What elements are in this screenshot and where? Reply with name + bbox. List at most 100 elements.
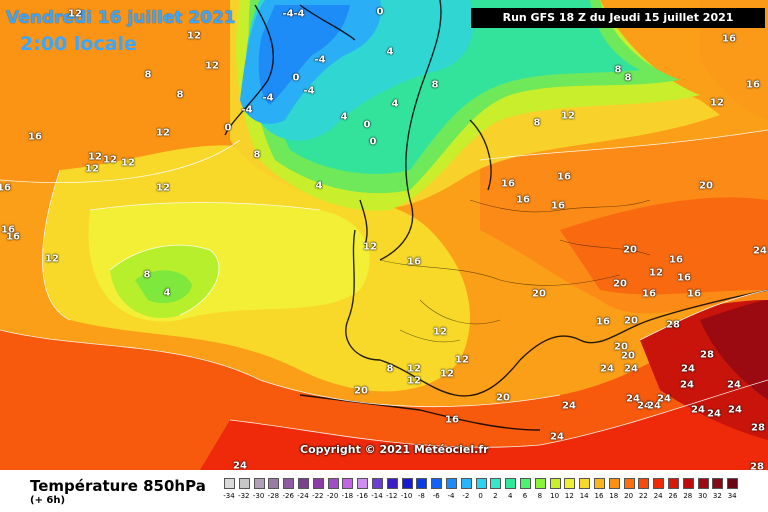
legend-swatch	[653, 478, 665, 489]
legend-swatch	[357, 478, 369, 489]
isotherm-label: 16	[687, 288, 701, 300]
legend-swatch	[668, 478, 679, 489]
legend-label: -34	[223, 492, 235, 500]
map-canvas	[0, 0, 768, 470]
isotherm-label: 16	[722, 33, 736, 45]
isotherm-label: 24	[647, 400, 661, 412]
legend-swatch	[608, 478, 620, 489]
isotherm-label: 4	[386, 46, 394, 58]
legend-swatch	[505, 478, 517, 489]
legend-label: -2	[462, 492, 470, 500]
legend-label: -14	[371, 492, 383, 500]
isotherm-label: 12	[156, 182, 170, 194]
isotherm-label: 24	[600, 363, 614, 375]
legend-label: -10	[400, 492, 413, 500]
legend-label: -8	[417, 492, 425, 500]
isotherm-label: 12	[363, 241, 377, 253]
legend-label: -30	[252, 492, 265, 500]
isotherm-label: 12	[156, 127, 170, 139]
isotherm-label: 16	[551, 200, 565, 212]
isotherm-label: -4	[241, 104, 253, 116]
isotherm-label: 8	[624, 72, 632, 84]
legend-label: 34	[727, 492, 737, 500]
legend-label: 4	[507, 492, 513, 500]
legend-swatch	[238, 478, 250, 489]
isotherm-label: 24	[562, 400, 576, 412]
isotherm-label: 20	[623, 244, 637, 256]
isotherm-label: 12	[440, 368, 454, 380]
legend-swatch	[638, 478, 650, 489]
isotherm-label: 12	[649, 267, 663, 279]
variable-title: Température 850hPa	[30, 477, 206, 495]
isotherm-label: 28	[666, 319, 680, 331]
isotherm-label: 24	[728, 404, 742, 416]
isotherm-label: -4	[282, 8, 294, 20]
legend-label: -28	[267, 492, 280, 500]
isotherm-label: 24	[691, 404, 705, 416]
legend-swatch	[327, 478, 339, 489]
isotherm-label: 0	[363, 119, 371, 131]
isotherm-label: 12	[68, 8, 82, 20]
legend-label: 18	[609, 492, 619, 500]
legend-label: 28	[683, 492, 693, 500]
legend-swatch	[712, 478, 724, 489]
legend-swatch	[386, 478, 398, 489]
isotherm-label: -4	[262, 92, 274, 104]
isotherm-label: 16	[557, 171, 571, 183]
isotherm-label: 16	[677, 272, 691, 284]
legend-swatch	[520, 478, 531, 489]
isotherm-label: 20	[532, 288, 546, 300]
isotherm-label: 8	[143, 269, 151, 281]
isotherm-label: 28	[750, 461, 764, 471]
legend-swatch	[298, 478, 309, 489]
legend-label: 2	[493, 492, 498, 500]
isotherm-label: 20	[621, 350, 635, 362]
isotherm-label: 20	[699, 180, 713, 192]
copyright-text: Copyright © 2021 Météociel.fr	[300, 443, 489, 456]
legend-label: 22	[638, 492, 648, 500]
legend-swatch	[549, 478, 561, 489]
isotherm-label: 4	[315, 180, 323, 192]
isotherm-label: 28	[751, 422, 765, 434]
legend-label: 12	[564, 492, 574, 500]
isotherm-label: 16	[642, 288, 656, 300]
legend-label: -4	[447, 492, 455, 500]
isotherm-label: 16	[516, 194, 530, 206]
isotherm-label: -4	[314, 54, 326, 66]
legend-swatch	[579, 478, 591, 489]
legend-swatch	[416, 478, 428, 489]
isotherm-label: 12	[455, 354, 469, 366]
forecast-offset: (+ 6h)	[30, 495, 66, 506]
isotherm-label: 16	[596, 316, 610, 328]
legend-label: -26	[282, 492, 294, 500]
isotherm-label: 12	[45, 253, 59, 265]
legend-swatch	[623, 478, 635, 489]
isotherm-label: 20	[496, 392, 510, 404]
isotherm-label: 16	[501, 178, 515, 190]
isotherm-label: 0	[224, 122, 232, 134]
isotherm-label: 16	[1, 224, 15, 236]
isotherm-label: 8	[614, 64, 622, 76]
isotherm-label: 12	[710, 97, 724, 109]
isotherm-label: 20	[613, 278, 627, 290]
isotherm-label: 12	[205, 60, 219, 72]
forecast-time: 2:00 locale	[20, 33, 137, 55]
legend-label: 32	[712, 492, 722, 500]
legend-label: -16	[356, 492, 368, 500]
legend-label: 24	[653, 492, 663, 500]
isotherm-label: 16	[669, 254, 683, 266]
map-footer: Température 850hPa (+ 6h) -34 -32 -30 -28 -2…	[0, 470, 768, 512]
isotherm-label: 20	[614, 341, 628, 353]
isotherm-label: 16	[0, 182, 11, 194]
legend-label: -18	[341, 492, 354, 500]
legend-label: -22	[312, 492, 324, 500]
isotherm-label: 12	[407, 375, 421, 387]
isotherm-label: 4	[163, 287, 171, 299]
isotherm-label: 8	[431, 79, 439, 91]
isotherm-label: -4	[303, 85, 315, 97]
legend-label: -20	[326, 492, 339, 500]
legend-swatch	[224, 478, 235, 489]
isotherm-label: -4	[293, 8, 305, 20]
legend-swatch	[253, 478, 265, 489]
isotherm-label: 12	[85, 163, 99, 175]
